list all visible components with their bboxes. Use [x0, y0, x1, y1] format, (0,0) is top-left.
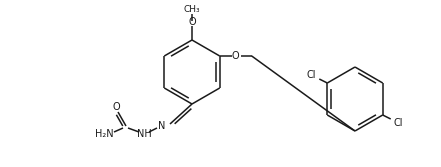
Text: Cl: Cl [394, 118, 404, 128]
Text: CH₃: CH₃ [184, 5, 200, 14]
Text: N: N [158, 121, 166, 131]
Text: O: O [232, 51, 239, 61]
Text: Cl: Cl [306, 70, 316, 80]
Text: O: O [112, 102, 120, 112]
Text: O: O [188, 17, 196, 27]
Text: NH: NH [137, 129, 151, 139]
Text: H₂N: H₂N [95, 129, 113, 139]
